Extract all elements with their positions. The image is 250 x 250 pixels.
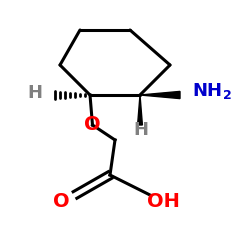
Text: NH: NH [192, 82, 222, 100]
Text: O: O [53, 192, 70, 211]
Polygon shape [140, 92, 180, 98]
Polygon shape [138, 95, 142, 125]
Text: H: H [28, 84, 42, 102]
Text: O: O [84, 116, 101, 134]
Text: OH: OH [147, 192, 180, 211]
Text: H: H [134, 121, 149, 139]
Text: 2: 2 [222, 89, 231, 102]
